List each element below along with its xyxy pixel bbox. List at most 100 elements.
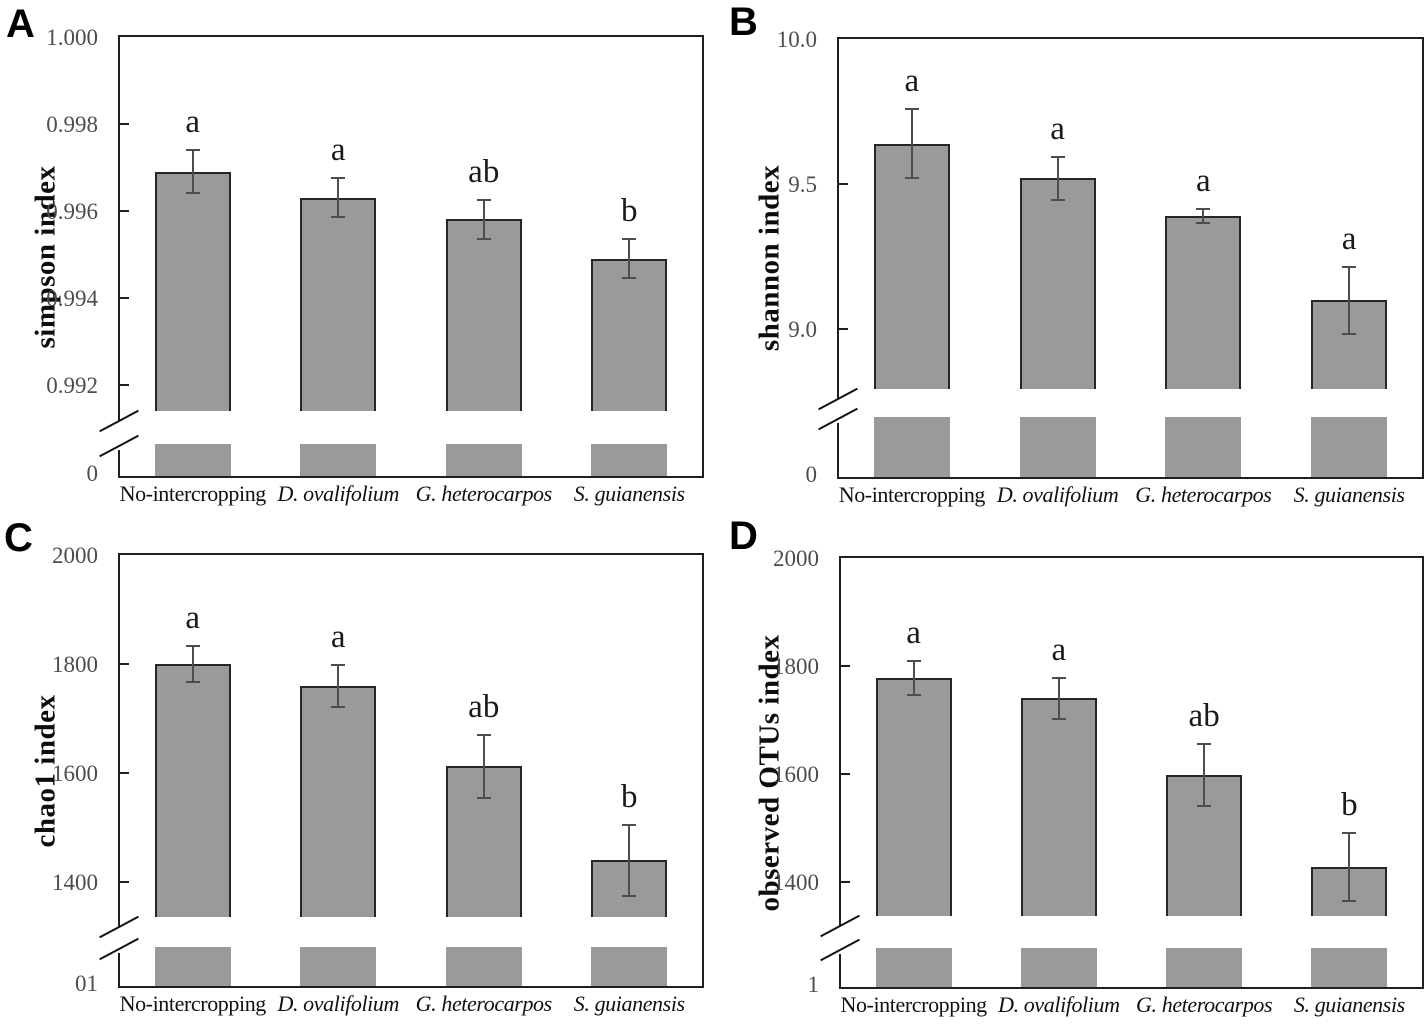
category-label: S. guianensis bbox=[573, 481, 685, 506]
y-tick-mark bbox=[120, 663, 129, 665]
category-label: No-intercropping bbox=[119, 481, 267, 506]
y-baseline-label: 1 bbox=[807, 972, 820, 997]
y-tick-mark bbox=[841, 880, 850, 883]
error-bar bbox=[628, 824, 631, 896]
bar bbox=[1019, 178, 1096, 389]
error-bar bbox=[482, 734, 485, 799]
error-bar-cap-bottom bbox=[622, 277, 637, 280]
error-bar-cap-bottom bbox=[476, 237, 491, 240]
error-bar bbox=[191, 646, 194, 682]
bar-below-axis-break bbox=[1019, 416, 1096, 477]
significance-letter: b bbox=[621, 778, 638, 815]
significance-letter: a bbox=[1196, 162, 1211, 199]
significance-letter: a bbox=[330, 132, 346, 169]
category-label: G. heterocarpos bbox=[1135, 482, 1272, 507]
y-tick-label: 9.5 bbox=[788, 172, 817, 198]
y-tick-label: 0.994 bbox=[46, 285, 98, 311]
y-tick-mark bbox=[120, 209, 129, 212]
error-bar-cap-top bbox=[904, 107, 919, 110]
y-tick-label: 2000 bbox=[52, 543, 98, 568]
error-bar-cap-top bbox=[622, 237, 637, 240]
bar bbox=[154, 171, 231, 411]
bar-below-axis-break bbox=[591, 444, 668, 476]
y-tick-mark bbox=[841, 664, 850, 667]
plot-area: a a ab b bbox=[99, 553, 704, 988]
error-bar-cap-bottom bbox=[906, 694, 921, 697]
error-bar-cap-top bbox=[1196, 207, 1211, 210]
error-bar-cap-top bbox=[185, 645, 200, 648]
error-bar-cap-bottom bbox=[331, 705, 346, 708]
significance-letter: a bbox=[330, 619, 346, 656]
error-bar-cap-bottom bbox=[1050, 199, 1065, 202]
significance-letter: a bbox=[1051, 631, 1067, 668]
y-tick-label: 1800 bbox=[52, 652, 98, 677]
error-bar-cap-bottom bbox=[476, 797, 491, 800]
y-tick-label: 2000 bbox=[773, 546, 819, 571]
y-baseline-label: 0 bbox=[86, 461, 99, 486]
category-label: D. ovalifolium bbox=[996, 482, 1119, 507]
bar-below-axis-break bbox=[300, 444, 377, 476]
significance-letter: a bbox=[904, 62, 920, 99]
error-bar-cap-top bbox=[476, 198, 491, 201]
significance-letter: ab bbox=[468, 153, 500, 190]
error-bar bbox=[1203, 743, 1206, 807]
y-tick-mark bbox=[839, 183, 848, 186]
error-bar bbox=[482, 199, 485, 239]
error-bar-cap-bottom bbox=[1196, 222, 1211, 225]
y-tick-label: 10.0 bbox=[776, 27, 817, 52]
bar bbox=[873, 143, 950, 389]
bar bbox=[300, 197, 377, 411]
error-bar-cap-bottom bbox=[904, 177, 919, 180]
category-label: D. ovalifolium bbox=[277, 481, 399, 506]
significance-letter: b bbox=[621, 192, 638, 229]
error-bar-cap-top bbox=[185, 148, 200, 151]
category-label: D. ovalifolium bbox=[998, 992, 1120, 1017]
y-tick-label: 0.992 bbox=[46, 372, 98, 398]
y-tick-label: 1400 bbox=[52, 870, 98, 896]
plot-area: a a a a bbox=[818, 37, 1424, 479]
bar-below-axis-break bbox=[1166, 947, 1243, 987]
bar-below-axis-break bbox=[1311, 416, 1388, 477]
y-tick-mark bbox=[841, 772, 850, 775]
bar-below-axis-break bbox=[154, 444, 231, 476]
category-label: D. ovalifolium bbox=[277, 991, 399, 1016]
error-bar-cap-top bbox=[1342, 831, 1357, 834]
significance-letter: a bbox=[1050, 110, 1065, 147]
error-bar bbox=[337, 665, 340, 707]
error-bar-cap-top bbox=[476, 733, 491, 736]
error-bar-cap-bottom bbox=[1342, 332, 1357, 335]
significance-letter: a bbox=[906, 614, 921, 651]
error-bar-cap-top bbox=[622, 823, 637, 826]
error-bar-cap-top bbox=[1050, 155, 1065, 158]
y-tick-label: 1600 bbox=[773, 761, 819, 787]
y-tick-mark bbox=[839, 328, 848, 331]
y-tick-label: 1400 bbox=[773, 869, 819, 895]
y-tick-label: 1600 bbox=[52, 761, 98, 787]
bar-below-axis-break bbox=[154, 947, 231, 986]
panel-letter: C bbox=[4, 516, 33, 560]
error-bar-cap-top bbox=[331, 177, 346, 180]
error-bar-cap-bottom bbox=[185, 192, 200, 195]
y-tick-mark bbox=[120, 296, 129, 299]
y-tick-label: 1.000 bbox=[46, 25, 98, 50]
y-tick-mark bbox=[120, 881, 129, 884]
panel-letter: B bbox=[729, 0, 758, 44]
axis-break-gap bbox=[118, 420, 121, 451]
error-bar-cap-bottom bbox=[1197, 805, 1212, 808]
bar bbox=[1165, 216, 1242, 389]
category-label: G. heterocarpos bbox=[415, 481, 553, 506]
category-label: No-intercropping bbox=[840, 992, 987, 1017]
significance-letter: ab bbox=[468, 688, 500, 725]
error-bar bbox=[1202, 208, 1205, 224]
error-bar-cap-bottom bbox=[622, 894, 637, 897]
error-bar bbox=[337, 178, 340, 218]
y-tick-mark bbox=[120, 383, 129, 386]
category-label: G. heterocarpos bbox=[1136, 992, 1273, 1017]
category-label: S. guianensis bbox=[1293, 482, 1405, 507]
error-bar-cap-top bbox=[1051, 676, 1066, 679]
bar bbox=[445, 219, 522, 411]
y-tick-label: 1800 bbox=[773, 653, 819, 679]
